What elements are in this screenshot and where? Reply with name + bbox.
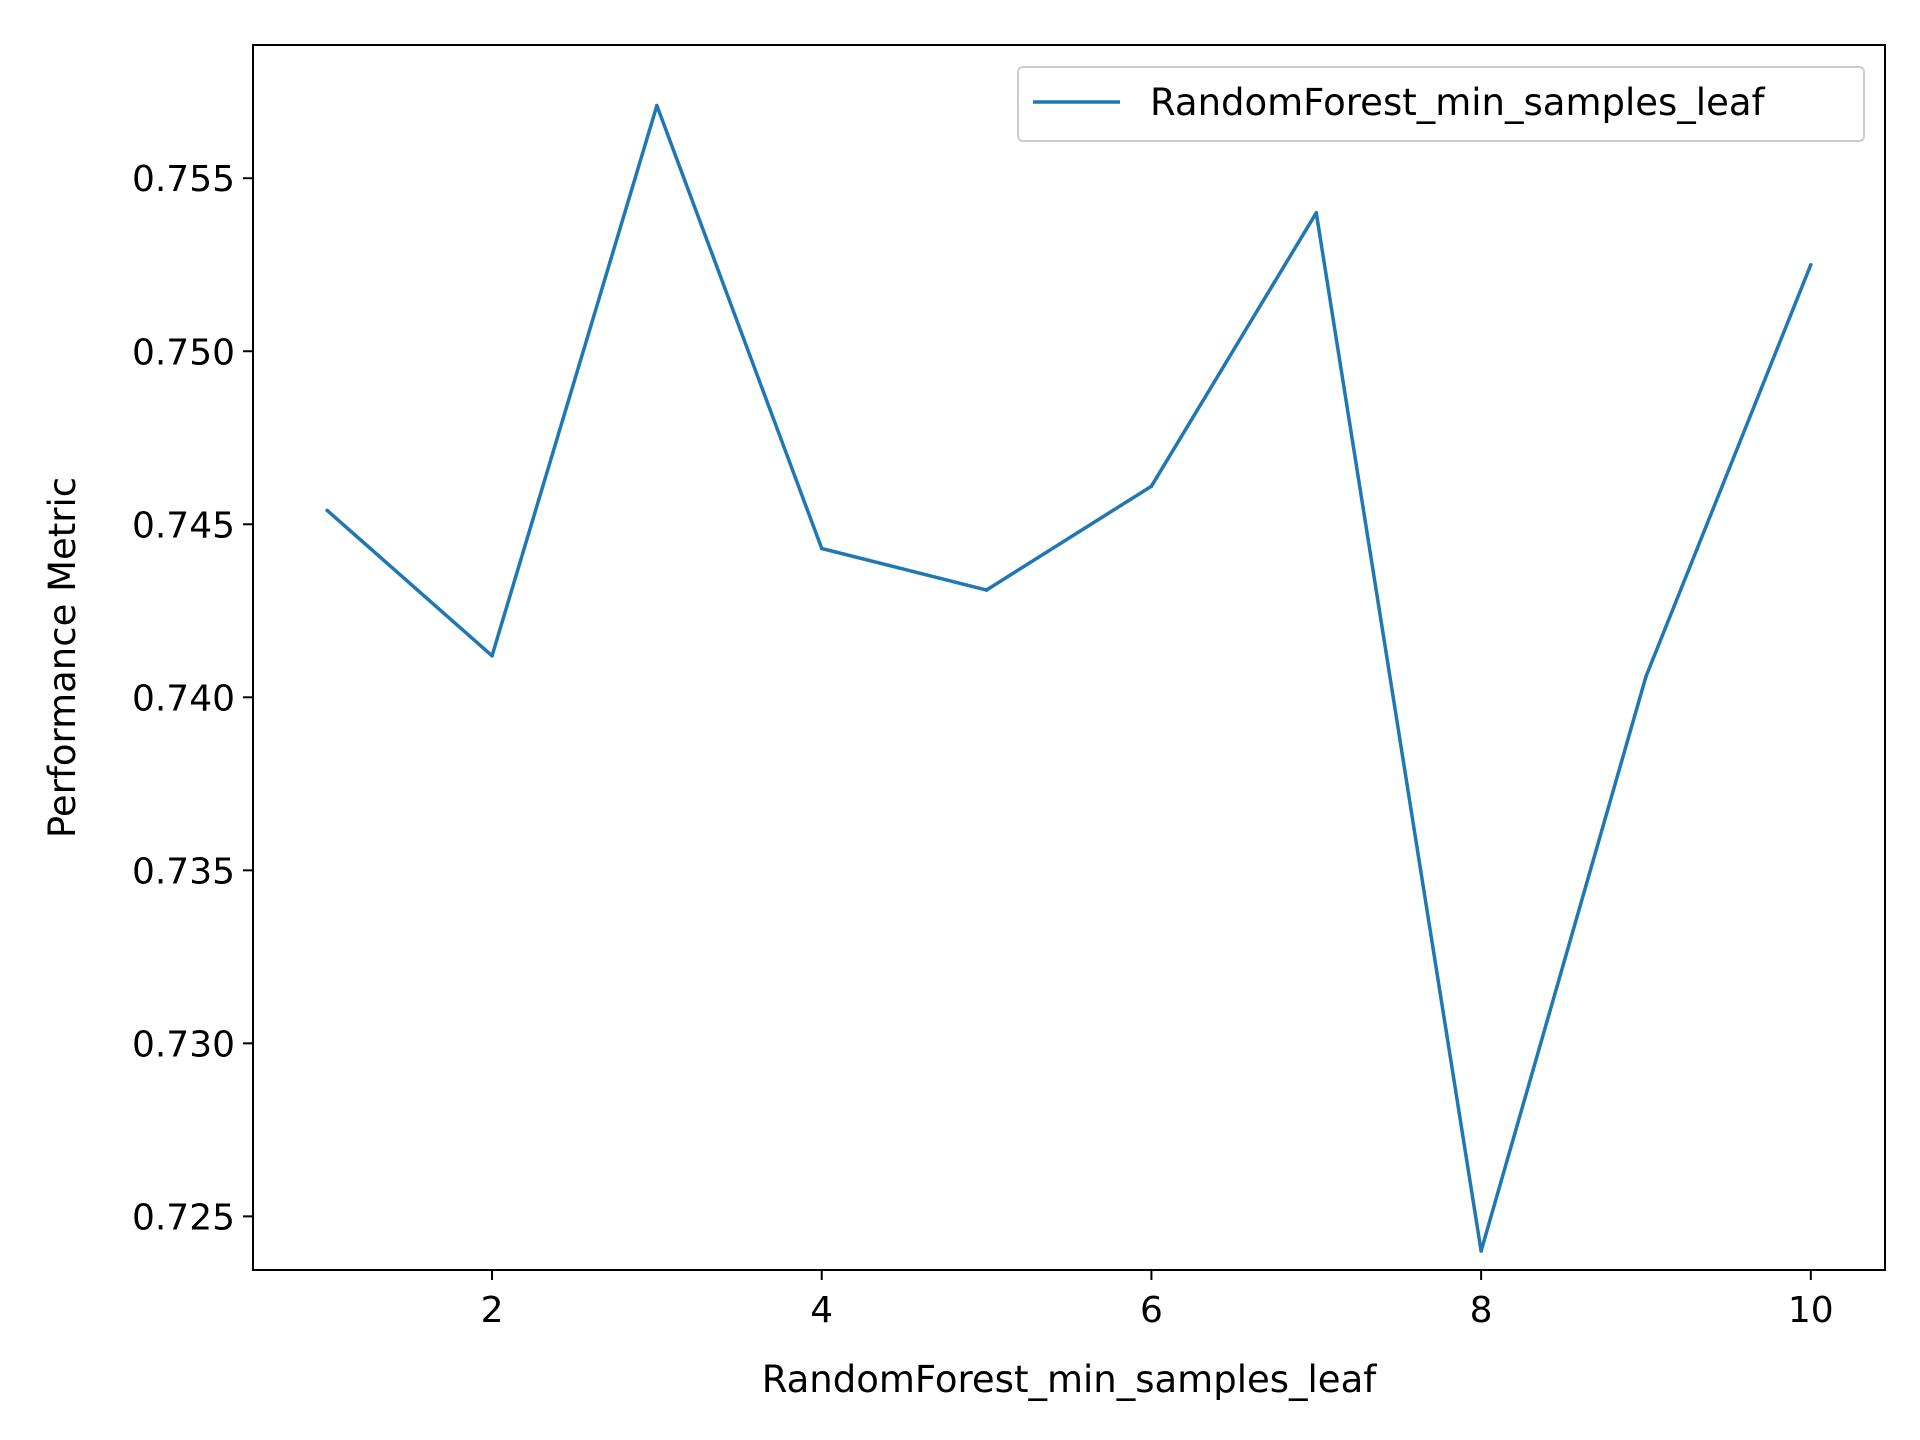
series-lines xyxy=(325,103,1813,1253)
legend-box xyxy=(1017,66,1865,142)
y-tick-label: 0.740 xyxy=(132,678,235,719)
data-point xyxy=(490,653,494,658)
data-point xyxy=(984,588,989,592)
data-point xyxy=(1479,1249,1483,1253)
data-point xyxy=(1149,484,1154,489)
y-tick-label: 0.750 xyxy=(132,332,235,373)
x-tick-label: 8 xyxy=(1470,1290,1493,1331)
data-point xyxy=(325,508,329,513)
plot-frame xyxy=(252,44,1886,1271)
legend-label: RandomForest_min_samples_leaf xyxy=(1150,81,1766,124)
y-tick-label: 0.745 xyxy=(132,505,235,546)
data-point xyxy=(655,103,659,108)
y-tick-label: 0.735 xyxy=(132,851,235,892)
y-axis-label: Performance Metric xyxy=(41,477,84,838)
data-point xyxy=(1314,211,1319,215)
data-point xyxy=(819,546,824,551)
y-tick-label: 0.725 xyxy=(132,1197,235,1238)
axis-ticks: 2 4 6 8 10 0.725 0.730 0.735 0.740 0.745 0.750 0.75… xyxy=(132,159,1834,1331)
x-tick-label: 6 xyxy=(1140,1290,1163,1331)
data-point xyxy=(1644,674,1648,679)
series-line xyxy=(326,103,1813,1253)
y-tick-label: 0.730 xyxy=(132,1024,235,1065)
data-point xyxy=(1809,262,1813,267)
x-tick-label: 10 xyxy=(1788,1290,1834,1331)
x-tick-label: 4 xyxy=(810,1290,833,1331)
y-tick-label: 0.755 xyxy=(132,159,235,200)
x-axis-label: RandomForest_min_samples_leaf xyxy=(762,1358,1378,1401)
x-tick-label: 2 xyxy=(481,1290,504,1331)
legend: RandomForest_min_samples_leaf xyxy=(1017,66,1865,142)
